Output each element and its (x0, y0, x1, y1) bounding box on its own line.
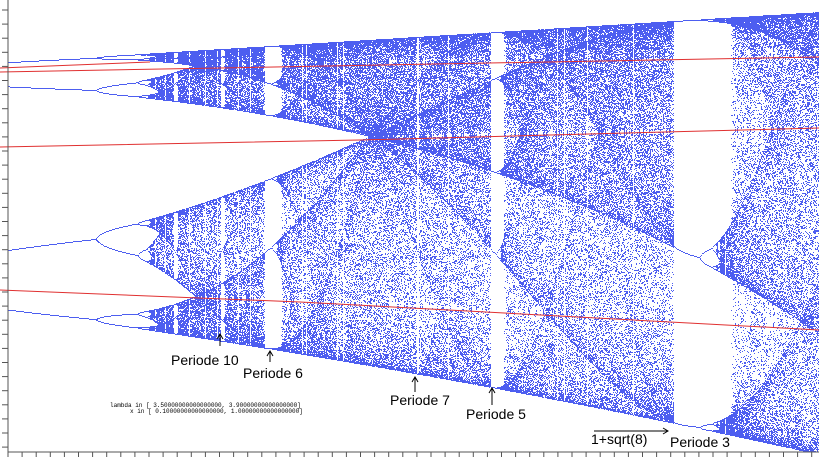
annotation: Periode 7 (390, 392, 450, 408)
red-line (0, 127, 819, 148)
annotation: 1+sqrt(8) (591, 431, 647, 447)
red-line (0, 61, 151, 69)
red-line (0, 289, 819, 331)
arrow (488, 387, 496, 405)
arrow (266, 350, 274, 362)
range-label: lambda in [ 3.50000000000000000, 3.90000… (110, 402, 301, 409)
annotation: Periode 3 (670, 434, 730, 450)
range-label: x in [ 0.10000000000000000, 1.0000000000… (130, 408, 303, 415)
annotation: Periode 10 (171, 352, 239, 368)
arrow (216, 333, 224, 346)
arrow (411, 376, 419, 392)
arrows (216, 333, 669, 435)
annotation: Periode 5 (466, 406, 526, 422)
red-line (0, 56, 819, 73)
arrow (594, 427, 669, 435)
bifurcation-points (8, 12, 819, 452)
annotation: Periode 6 (243, 365, 303, 381)
red-lines (0, 56, 819, 331)
plot-area (8, 12, 819, 452)
